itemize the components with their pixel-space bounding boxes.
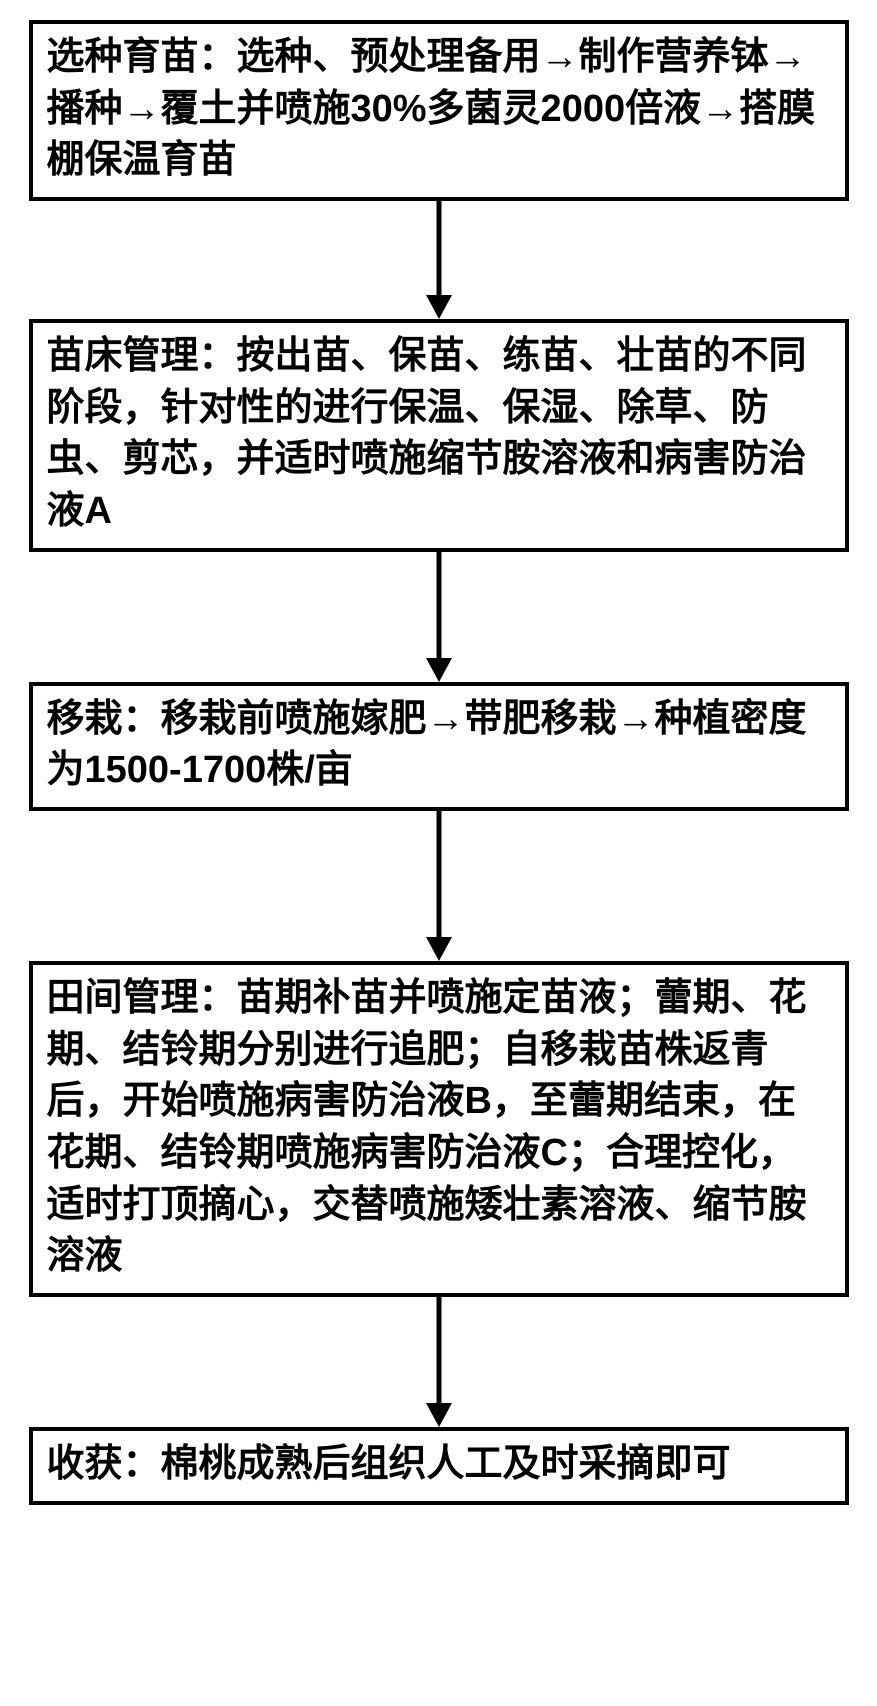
step-text: 收获：棉桃成熟后组织人工及时采摘即可 <box>47 1443 731 1485</box>
arrow-down-icon <box>424 811 454 961</box>
step-text: 选种育苗：选种、预处理备用→制作营养钵→播种→覆土并喷施30%多菌灵2000倍液… <box>47 36 816 181</box>
arrow-3 <box>25 811 852 961</box>
arrow-4 <box>25 1297 852 1427</box>
step-seedbed-management: 苗床管理：按出苗、保苗、练苗、壮苗的不同阶段，针对性的进行保温、保湿、除草、防虫… <box>29 319 849 552</box>
arrow-down-icon <box>424 201 454 319</box>
arrow-2 <box>25 552 852 682</box>
flowchart: 选种育苗：选种、预处理备用→制作营养钵→播种→覆土并喷施30%多菌灵2000倍液… <box>25 20 852 1505</box>
step-seed-selection-nursery: 选种育苗：选种、预处理备用→制作营养钵→播种→覆土并喷施30%多菌灵2000倍液… <box>29 20 849 201</box>
step-harvest: 收获：棉桃成熟后组织人工及时采摘即可 <box>29 1427 849 1505</box>
step-text: 移栽：移栽前喷施嫁肥→带肥移栽→种植密度为1500-1700株/亩 <box>47 698 807 792</box>
arrow-1 <box>25 201 852 319</box>
arrow-down-icon <box>424 552 454 682</box>
arrow-down-icon <box>424 1297 454 1427</box>
step-text: 苗床管理：按出苗、保苗、练苗、壮苗的不同阶段，针对性的进行保温、保湿、除草、防虫… <box>47 335 807 532</box>
step-transplanting: 移栽：移栽前喷施嫁肥→带肥移栽→种植密度为1500-1700株/亩 <box>29 682 849 811</box>
step-field-management: 田间管理：苗期补苗并喷施定苗液；蕾期、花期、结铃期分别进行追肥；自移栽苗株返青后… <box>29 961 849 1297</box>
step-text: 田间管理：苗期补苗并喷施定苗液；蕾期、花期、结铃期分别进行追肥；自移栽苗株返青后… <box>47 977 807 1277</box>
